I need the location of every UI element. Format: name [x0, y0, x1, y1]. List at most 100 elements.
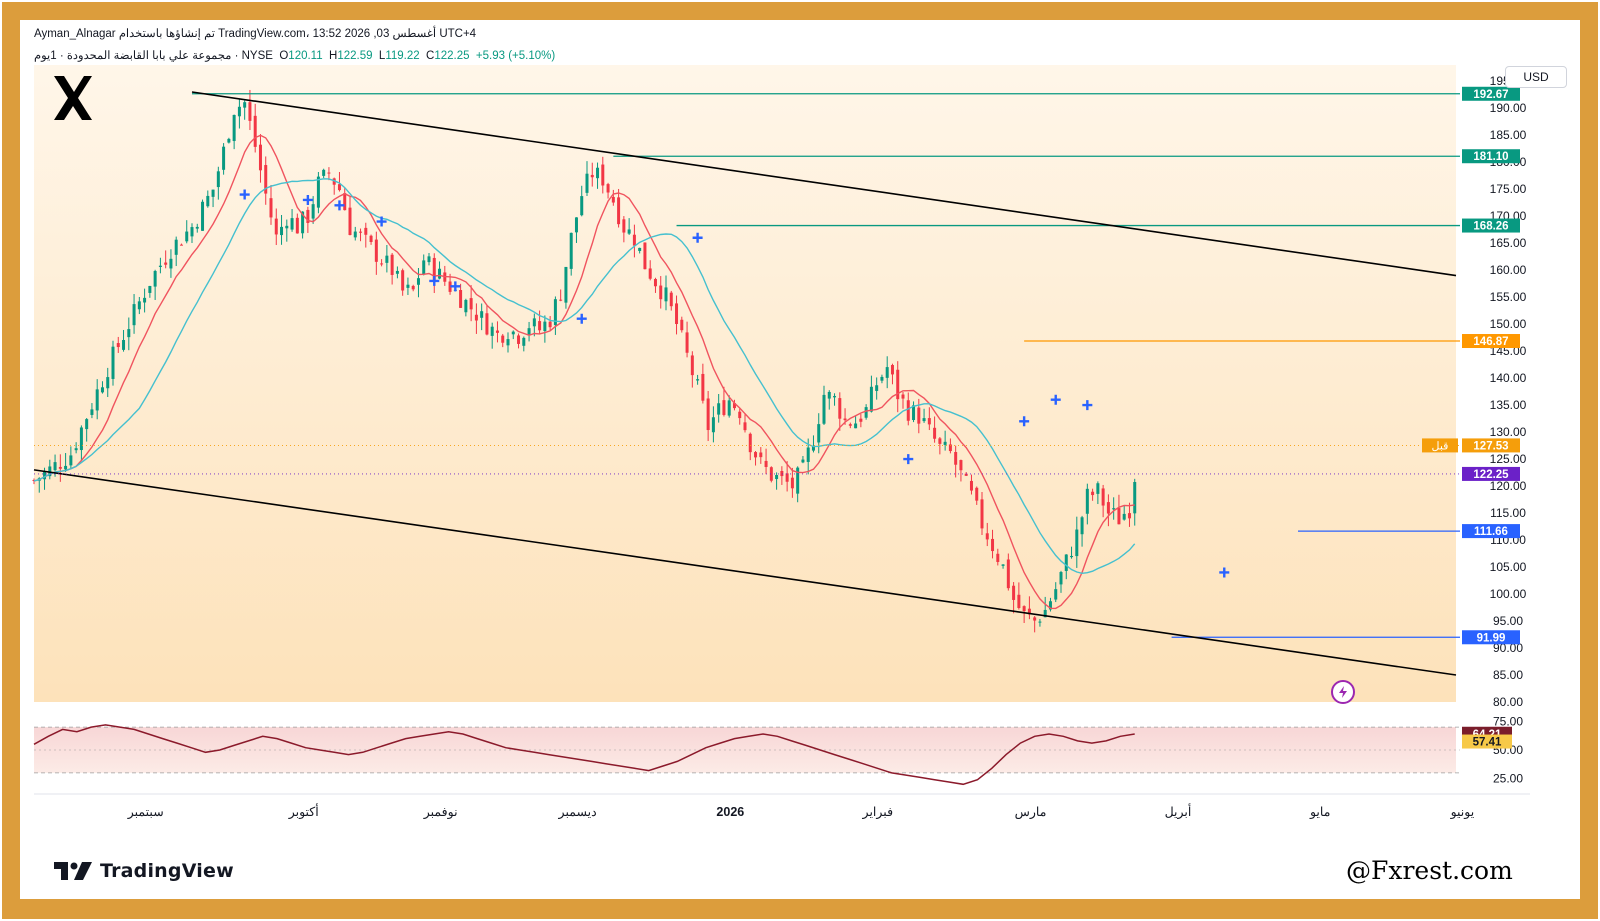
candle-body — [337, 184, 341, 191]
candle-body — [1122, 513, 1126, 520]
candle-body — [380, 263, 384, 265]
y-axis-tick-label: 105.00 — [1490, 560, 1527, 574]
candle-body — [980, 499, 984, 529]
candle-body — [643, 242, 647, 270]
candle-body — [1027, 608, 1031, 615]
candle-body — [369, 235, 373, 243]
oscillator-tick-label: 75.00 — [1493, 714, 1523, 728]
candle-body — [896, 369, 900, 400]
chart-canvas[interactable]: 195.00190.00185.00180.00175.00170.00165.… — [20, 20, 1580, 899]
candle-body — [927, 418, 931, 425]
candle-body — [332, 178, 336, 185]
price-level-label-bg — [1462, 86, 1520, 101]
candle-body — [64, 465, 68, 470]
price-level-label-bg — [1462, 218, 1520, 233]
candle-body — [353, 231, 357, 238]
candle-body — [553, 299, 557, 326]
symbol-line: مجموعة علي بابا القابضة المحدودة · 1يوم … — [34, 48, 555, 62]
candle-body — [106, 377, 110, 389]
candle-body — [880, 376, 884, 381]
candle-body — [759, 452, 763, 458]
candle-body — [232, 114, 236, 142]
price-level-label: 111.66 — [1474, 526, 1508, 538]
candle-body — [1117, 508, 1121, 525]
candle-body — [922, 418, 926, 422]
symbol-name[interactable]: مجموعة علي بابا القابضة المحدودة · 1يوم … — [34, 50, 273, 62]
lightning-icon[interactable] — [1331, 680, 1355, 704]
candle-body — [216, 171, 220, 188]
cross-marker — [450, 281, 461, 292]
candle-body — [237, 106, 241, 117]
x-axis-tick-label: نوفمبر — [423, 805, 458, 820]
candle-body — [1038, 621, 1042, 623]
candle-body — [1043, 609, 1047, 618]
candle-body — [190, 227, 194, 237]
oscillator-line — [33, 724, 1135, 786]
price-level-label: 192.67 — [1473, 89, 1508, 101]
candle-body — [943, 441, 947, 445]
cross-marker — [239, 189, 250, 200]
candle-body — [201, 201, 205, 231]
price-level-label: 168.26 — [1473, 221, 1508, 233]
candle-body — [722, 400, 726, 415]
candle-body — [917, 407, 921, 424]
cross-marker — [1219, 567, 1230, 578]
candle-body — [780, 470, 784, 477]
currency-button[interactable]: USD — [1505, 66, 1567, 88]
candle-body — [148, 285, 152, 293]
candle-body — [501, 335, 505, 343]
candle-body — [359, 231, 363, 233]
candle-body — [195, 226, 199, 229]
candle-body — [996, 553, 1000, 562]
candle-body — [406, 284, 410, 288]
candle-body — [132, 304, 136, 326]
previous-close-tag-bg — [1422, 438, 1458, 453]
candle-body — [822, 394, 826, 424]
cross-marker — [1050, 394, 1061, 405]
current-price-label-bg — [1462, 466, 1520, 481]
candle-body — [632, 234, 636, 246]
candle-body — [543, 321, 547, 332]
candle-body — [701, 373, 705, 401]
price-level-label: 181.10 — [1473, 151, 1508, 163]
candle-body — [711, 417, 715, 433]
previous-close-label-bg — [1462, 438, 1520, 453]
candle-body — [964, 473, 968, 476]
candle-body — [659, 285, 663, 300]
moving-average-fast-line — [33, 134, 1135, 610]
candle-body — [474, 314, 478, 321]
candle-body — [427, 256, 431, 263]
candle-body — [100, 387, 104, 393]
candle-body — [295, 217, 299, 234]
candle-body — [1133, 482, 1137, 514]
candle-body — [727, 400, 731, 416]
candle-body — [1033, 617, 1037, 621]
candle-body — [306, 209, 310, 223]
candle-body — [348, 207, 352, 235]
x-axis-tick-label: أبريل — [1165, 803, 1192, 820]
candle-body — [806, 447, 810, 462]
channel-trendline[interactable] — [191, 91, 1457, 277]
candle-body — [111, 346, 115, 379]
candle-body — [448, 281, 452, 292]
candle-body — [517, 335, 521, 344]
candle-body — [243, 102, 247, 108]
chart-container: 195.00190.00185.00180.00175.00170.00165.… — [20, 20, 1580, 899]
candle-body — [258, 144, 262, 171]
candle-body — [690, 355, 694, 376]
candle-body — [280, 226, 284, 236]
tradingview-logo[interactable]: TradingView — [54, 858, 234, 884]
price-level-label: 91.99 — [1477, 632, 1506, 644]
y-axis-tick-label: 155.00 — [1490, 290, 1527, 304]
candle-body — [143, 297, 147, 303]
y-axis-tick-label: 125.00 — [1490, 452, 1527, 466]
moving-average-slow-line — [33, 178, 1136, 575]
candle-body — [585, 173, 589, 193]
channel-trendline[interactable] — [33, 469, 1457, 676]
y-axis-tick-label: 190.00 — [1490, 101, 1527, 115]
previous-close-tag: قبل — [1432, 440, 1449, 452]
candle-body — [843, 418, 847, 421]
y-axis-tick-label: 85.00 — [1493, 668, 1523, 682]
candle-body — [248, 102, 252, 121]
